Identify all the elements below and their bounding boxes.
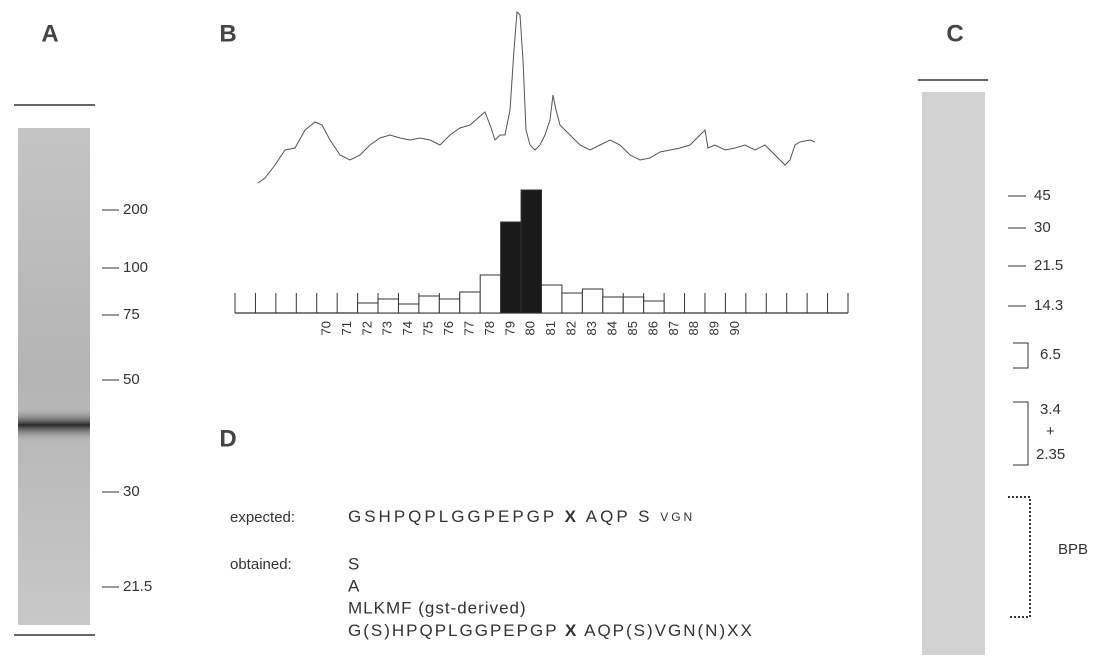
panel-label: B (219, 20, 236, 47)
fraction-bar (419, 296, 439, 313)
sequence: S (348, 554, 362, 573)
fraction-bar (501, 222, 521, 313)
sequence-part: VGN (660, 510, 695, 524)
sequence-part: X (565, 621, 578, 640)
sequence-part: GSHPQPLGGPEPGP (348, 507, 557, 526)
bracket (1013, 402, 1028, 465)
fraction-bar (398, 304, 418, 313)
fraction-label: 87 (666, 321, 681, 335)
fraction-label: 86 (645, 321, 660, 335)
fraction-label: 84 (604, 321, 619, 335)
bracket (1013, 343, 1028, 368)
sequence: G(S)HPQPLGGPEPGP X AQP(S)VGN(N)XX (348, 621, 754, 640)
fraction-label: 85 (625, 321, 640, 335)
fraction-label: 79 (502, 321, 517, 335)
sequence: A (348, 576, 362, 595)
bracket-label: 2.35 (1036, 446, 1065, 463)
fraction-label: 88 (686, 321, 701, 335)
marker-label: 200 (123, 201, 148, 218)
densitometer-trace (258, 12, 815, 183)
fraction-bar (378, 299, 398, 313)
gel-lane (18, 128, 90, 625)
marker-label: 75 (123, 306, 140, 323)
bracket-label: + (1046, 423, 1055, 440)
fraction-bar (521, 190, 541, 313)
sequence: GSHPQPLGGPEPGP X AQP S VGN (348, 507, 695, 526)
fraction-label: 90 (727, 321, 742, 335)
marker-label: 30 (1034, 219, 1051, 236)
marker-label: 30 (123, 483, 140, 500)
fraction-bar (562, 293, 582, 313)
marker-label: 21.5 (1034, 257, 1063, 274)
fraction-bar (439, 299, 459, 313)
sequence-part: X (565, 507, 579, 526)
fraction-bar (542, 285, 562, 313)
bracket-label: 6.5 (1040, 346, 1061, 363)
marker-label: 100 (123, 259, 148, 276)
marker-label: 45 (1034, 187, 1051, 204)
fraction-label: 78 (482, 321, 497, 335)
fraction-label: 73 (380, 321, 395, 335)
bracket (1008, 497, 1030, 617)
panel-label: C (946, 20, 963, 47)
gel-lane (922, 92, 985, 655)
gel-band (18, 408, 90, 442)
fraction-bar (358, 303, 378, 313)
fraction-label: 76 (441, 321, 456, 335)
fraction-label: 75 (421, 321, 436, 335)
row-label: expected: (230, 509, 295, 526)
fraction-label: 72 (359, 321, 374, 335)
fraction-label: 74 (400, 321, 415, 335)
sequence-part: G(S)HPQPLGGPEPGP (348, 621, 558, 640)
fraction-bar (460, 292, 480, 313)
row-label: obtained: (230, 556, 292, 573)
fraction-label: 70 (318, 321, 333, 335)
fraction-label: 89 (707, 321, 722, 335)
figure: A 200 100 75 50 30 21.5 B 70 71 72 73 74 75 76 77 78 7… (0, 0, 1098, 658)
fraction-label: 82 (564, 321, 579, 335)
sequence-part: AQP(S)VGN(N)XX (584, 621, 754, 640)
fraction-label: 80 (523, 321, 538, 335)
fraction-bar (480, 275, 500, 313)
fraction-bar (582, 289, 602, 313)
marker-label: 50 (123, 371, 140, 388)
fraction-bar (603, 297, 623, 313)
bracket-label: 3.4 (1040, 401, 1061, 418)
fraction-label: 83 (584, 321, 599, 335)
fraction-label: 71 (339, 321, 354, 335)
bracket-label: BPB (1058, 541, 1088, 558)
sequence: MLKMF (gst-derived) (348, 598, 527, 617)
marker-label: 14.3 (1034, 297, 1063, 314)
fraction-label: 81 (543, 321, 558, 335)
panel-label: D (219, 425, 236, 452)
sequence-part: AQP S (586, 507, 653, 526)
fraction-bar (644, 301, 664, 313)
marker-label: 21.5 (123, 578, 152, 595)
fraction-bar (623, 297, 643, 313)
panel-label: A (41, 20, 58, 47)
fraction-label: 77 (461, 321, 476, 335)
